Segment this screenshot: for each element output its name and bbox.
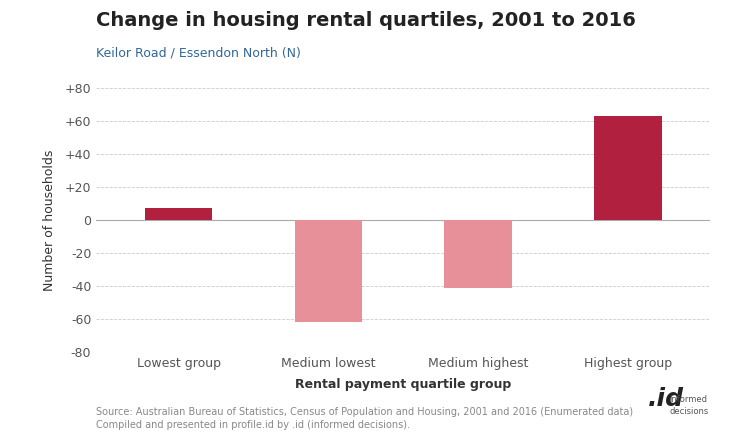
- Bar: [594, 116, 662, 220]
- Text: Keilor Road / Essendon North (N): Keilor Road / Essendon North (N): [96, 46, 301, 59]
- Y-axis label: Number of households: Number of households: [44, 149, 56, 291]
- Bar: [295, 220, 362, 322]
- Text: .id: .id: [648, 387, 684, 411]
- Bar: [145, 209, 212, 220]
- Text: informed
decisions: informed decisions: [670, 395, 709, 416]
- Text: Change in housing rental quartiles, 2001 to 2016: Change in housing rental quartiles, 2001…: [96, 11, 636, 30]
- Text: Source: Australian Bureau of Statistics, Census of Population and Housing, 2001 : Source: Australian Bureau of Statistics,…: [96, 407, 633, 430]
- Bar: [445, 220, 512, 288]
- X-axis label: Rental payment quartile group: Rental payment quartile group: [295, 378, 511, 391]
